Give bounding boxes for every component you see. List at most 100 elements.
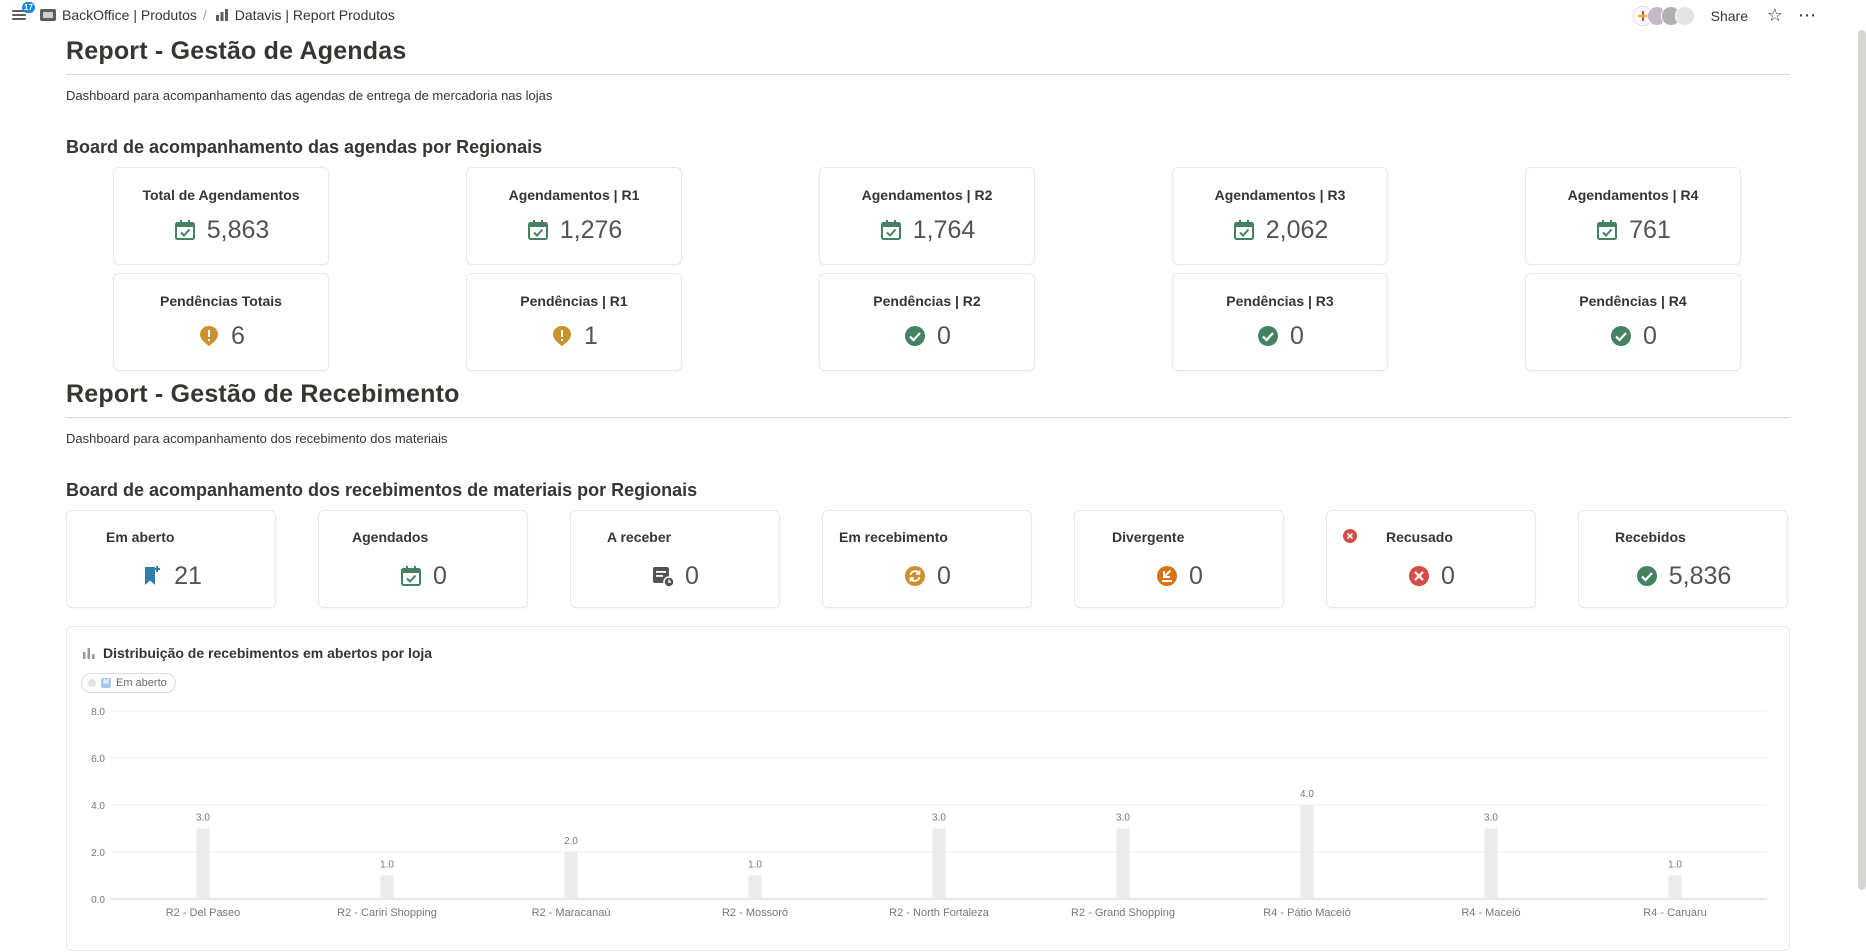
x-circle-icon — [1407, 564, 1431, 588]
kpi-value: 6 — [231, 321, 245, 350]
kpi-value: 5,836 — [1668, 561, 1732, 590]
share-button[interactable]: Share — [1710, 7, 1748, 24]
warning-badge-icon — [197, 324, 221, 348]
warning-badge-icon — [550, 324, 574, 348]
laptop-icon — [40, 9, 56, 21]
x-tick-label: R2 - Cariri Shopping — [337, 907, 437, 919]
kpi-value: 0 — [937, 321, 951, 350]
legend-dot-icon — [88, 679, 96, 687]
kpi-card[interactable]: Agendamentos | R3 2,062 — [1172, 167, 1388, 265]
kpi-card[interactable]: Divergente 0 — [1074, 510, 1284, 608]
chart-bar — [196, 828, 210, 899]
agendas-board: Total de Agendamentos 5,863 Agendamentos … — [66, 167, 1790, 371]
kpi-value: 1,764 — [912, 215, 976, 244]
chart-bar — [1484, 828, 1498, 899]
kpi-value: 0 — [433, 561, 447, 590]
kpi-title: Agendamentos | R4 — [1567, 187, 1699, 203]
menu-icon[interactable] — [12, 8, 30, 24]
data-label: 3.0 — [1116, 813, 1130, 824]
kpi-card[interactable]: Pendências Totais 6 — [113, 273, 329, 371]
kpi-card[interactable]: Total de Agendamentos 5,863 — [113, 167, 329, 265]
x-tick-label: R2 - North Fortaleza — [889, 907, 990, 919]
board-title-recebimento: Board de acompanhamento dos recebimentos… — [66, 480, 698, 500]
kpi-value: 761 — [1629, 215, 1671, 244]
kpi-card[interactable]: Pendências | R2 0 — [819, 273, 1035, 371]
chart-emoji-icon — [215, 9, 228, 21]
notification-badge[interactable]: 17 — [22, 2, 35, 13]
kpi-card[interactable]: Pendências | R3 0 — [1172, 273, 1388, 371]
kpi-title: Pendências | R1 — [520, 293, 628, 309]
kpi-value: 0 — [1290, 321, 1304, 350]
data-label: 2.0 — [564, 836, 578, 847]
kpi-title: Em aberto — [106, 529, 175, 545]
sync-circle-icon — [903, 564, 927, 588]
bar-chart: 0.0 2.0 4.0 6.0 8.0 3.0 R2 - Del Paseo 1.0 R2 - … — [91, 707, 1767, 919]
legend-item[interactable]: M Em aberto — [81, 673, 176, 693]
chart-bar — [564, 852, 578, 899]
calendar-check-icon — [879, 218, 903, 242]
kpi-value: 0 — [937, 561, 951, 590]
collaborator-avatars[interactable] — [1632, 5, 1695, 26]
y-tick-label: 0.0 — [91, 895, 105, 906]
kpi-card[interactable]: Pendências | R1 1 — [466, 273, 682, 371]
x-tick-label: R2 - Mossoró — [722, 907, 788, 919]
calendar-check-icon — [173, 218, 197, 242]
page-title-agendas: Report - Gestão de Agendas — [66, 37, 407, 65]
chart-bar — [932, 828, 946, 899]
kpi-title: Agendamentos | R3 — [1214, 187, 1346, 203]
kpi-value: 5,863 — [206, 215, 270, 244]
x-tick-label: R2 - Maracanaú — [532, 907, 611, 919]
x-tick-label: R4 - Maceió — [1461, 907, 1520, 919]
page-content: Report - Gestão de Agendas Dashboard par… — [66, 32, 1790, 608]
chart-card: 0.0 2.0 4.0 6.0 8.0 3.0 R2 - Del Paseo 1.0 R2 - … — [66, 626, 1790, 951]
avatar — [1674, 5, 1695, 26]
kpi-card[interactable]: Agendamentos | R4 761 — [1525, 167, 1741, 265]
top-right-actions: Share ☆ ⋯ — [1632, 5, 1818, 26]
x-tick-label: R4 - Caruaru — [1643, 907, 1707, 919]
kpi-title: Pendências Totais — [160, 293, 282, 309]
kpi-card[interactable]: Em aberto 21 — [66, 510, 276, 608]
kpi-title: Agendamentos | R1 — [508, 187, 640, 203]
divider — [66, 74, 1790, 75]
kpi-title: Pendências | R2 — [873, 293, 981, 309]
star-icon[interactable]: ☆ — [1766, 5, 1784, 25]
breadcrumb: BackOffice | Produtos / Datavis | Report… — [40, 7, 395, 23]
kpi-card[interactable]: Agendados 0 — [318, 510, 528, 608]
board-title-agendas: Board de acompanhamento das agendas por … — [66, 137, 543, 157]
y-tick-label: 6.0 — [91, 754, 105, 765]
kpi-card[interactable]: Recusado 0 — [1326, 510, 1536, 608]
legend-database-icon: M — [101, 678, 111, 688]
chart-bar — [1668, 875, 1682, 899]
data-label: 3.0 — [1484, 813, 1498, 824]
kpi-card[interactable]: Em recebimento 0 — [822, 510, 1032, 608]
check-circle-icon — [1635, 564, 1659, 588]
kpi-card[interactable]: Pendências | R4 0 — [1525, 273, 1741, 371]
kpi-card[interactable]: Agendamentos | R1 1,276 — [466, 167, 682, 265]
breadcrumb-item-datavis[interactable]: Datavis | Report Produtos — [215, 7, 395, 23]
kpi-value: 21 — [174, 561, 202, 590]
scrollbar[interactable] — [1858, 30, 1866, 890]
kpi-title: Total de Agendamentos — [142, 187, 300, 203]
kpi-card[interactable]: Recebidos 5,836 — [1578, 510, 1788, 608]
kpi-value: 0 — [1441, 561, 1455, 590]
chart-bar — [748, 875, 762, 899]
legend-label: Em aberto — [116, 677, 167, 689]
kpi-value: 0 — [1189, 561, 1203, 590]
page-title-recebimento: Report - Gestão de Recebimento — [66, 380, 460, 408]
x-circle-small-icon — [1343, 529, 1357, 543]
kpi-value: 0 — [685, 561, 699, 590]
calendar-check-icon — [526, 218, 550, 242]
kpi-title: Divergente — [1112, 529, 1185, 545]
kpi-value: 1 — [584, 321, 598, 350]
check-circle-icon — [903, 324, 927, 348]
breadcrumb-item-backoffice[interactable]: BackOffice | Produtos — [40, 7, 197, 23]
kpi-title: Recusado — [1386, 529, 1453, 545]
kpi-value: 1,276 — [559, 215, 623, 244]
kpi-card[interactable]: A receber 0 — [570, 510, 780, 608]
kpi-title: Em recebimento — [839, 529, 948, 545]
more-options-icon[interactable]: ⋯ — [1798, 5, 1816, 25]
bar-chart-icon — [83, 648, 95, 659]
breadcrumb-separator: / — [202, 7, 207, 23]
kpi-card[interactable]: Agendamentos | R2 1,764 — [819, 167, 1035, 265]
description-agendas: Dashboard para acompanhamento das agenda… — [66, 88, 553, 103]
